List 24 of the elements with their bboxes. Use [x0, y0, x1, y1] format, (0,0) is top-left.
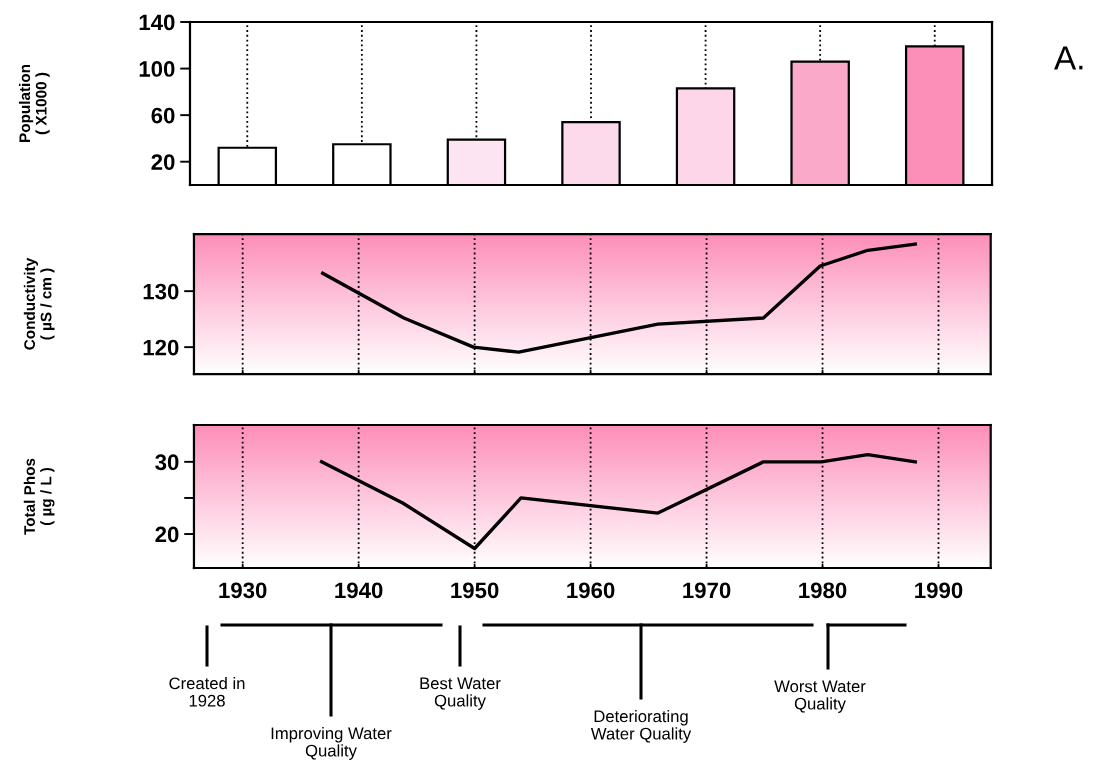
x-tick-label: 1990: [915, 582, 963, 599]
text: Deteriorating Water Quality: [590, 710, 692, 743]
text: A.: [1054, 46, 1083, 70]
y-tick-label: 100: [139, 61, 175, 77]
y-axis-title: Conductivity ( µS / cm ): [23, 257, 55, 350]
text: Created in 1928: [169, 677, 245, 707]
x-tick-label: 1950: [451, 582, 499, 599]
text: Improving Water Quality: [271, 727, 392, 760]
text: Worst Water Quality: [774, 680, 866, 713]
y-tick-label: 120: [143, 339, 179, 356]
text: Best Water Quality: [420, 677, 501, 710]
y-tick-label: 130: [143, 283, 179, 300]
y-tick-label: 20: [151, 154, 175, 170]
x-tick-label: 1970: [683, 582, 731, 599]
x-tick-label: 1960: [567, 582, 615, 599]
x-tick-label: 1930: [219, 582, 267, 599]
y-axis-title: Population ( X1000 ): [18, 64, 50, 142]
y-tick-label: 140: [139, 14, 175, 31]
y-axis-title: Total Phos ( µg / L ): [23, 458, 55, 535]
y-tick-label: 20: [155, 526, 179, 543]
x-tick-label: 1980: [799, 582, 847, 599]
x-tick-label: 1940: [335, 582, 383, 599]
y-tick-label: 60: [151, 107, 175, 124]
y-tick-label: 30: [155, 454, 179, 471]
